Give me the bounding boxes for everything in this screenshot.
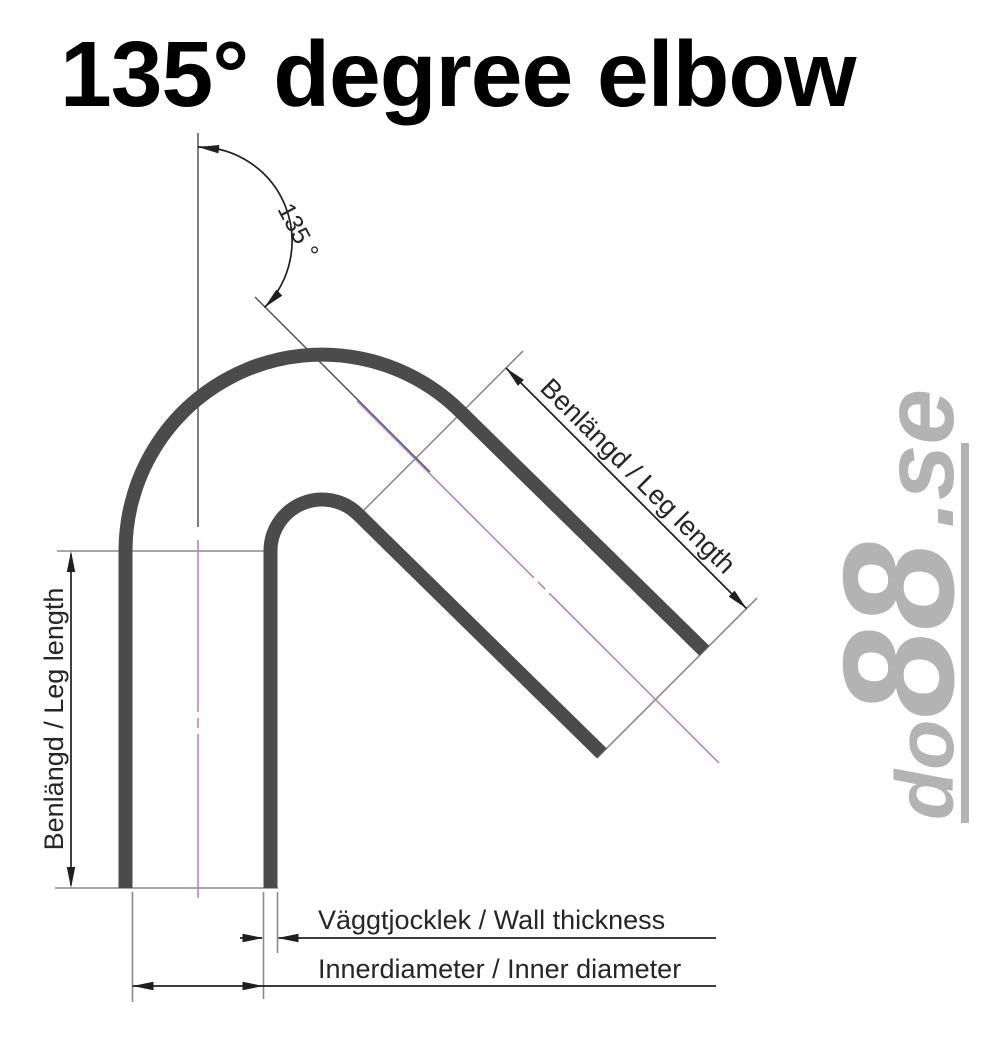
diagonal-leg-end-cap-line [596,597,758,759]
arrowhead [132,981,154,991]
elbow-outer-wall [118,347,710,888]
arrowhead [728,590,747,609]
angle-dimension: 135 ° [197,145,324,309]
elbow-tube [118,347,710,888]
extension-lines [55,350,758,1002]
inner-diameter-dimension: Innerdiameter / Inner diameter [132,954,716,991]
angle-arc [197,146,293,309]
diagonal-leg-dimension-line [505,367,748,610]
watermark-logo: do 88 .se [811,389,987,823]
diagonal-leg-length-label: Benlängd / Leg length [535,372,742,579]
arrowhead [264,289,283,308]
arrowhead [242,981,264,991]
arrowhead [198,145,220,154]
wall-thickness-label: Väggtjocklek / Wall thickness [318,905,665,935]
angle-label: 135 ° [272,199,324,264]
diagonal-angle-reference-line [254,296,431,473]
watermark-underline [961,443,969,823]
inner-diameter-label: Innerdiameter / Inner diameter [318,954,681,984]
watermark-88: 88 [811,542,987,718]
page-title: 135° degree elbow [60,22,857,126]
watermark-do: do [880,720,971,820]
left-leg-length-dimension: Benlängd / Leg length [39,551,76,888]
centerlines [197,133,720,898]
diagonal-centerline [356,400,720,764]
left-leg-length-label: Benlängd / Leg length [39,588,69,851]
arrowhead [66,867,76,888]
diagonal-leg-start-tangent-line [359,350,524,515]
arrowhead [66,551,76,572]
wall-thickness-dimension: Väggtjocklek / Wall thickness [240,905,716,943]
elbow-inner-wall [263,492,607,888]
arrowhead [277,933,299,943]
arrowhead [242,933,264,943]
watermark-se: .se [863,389,975,528]
arrowhead [506,368,524,386]
